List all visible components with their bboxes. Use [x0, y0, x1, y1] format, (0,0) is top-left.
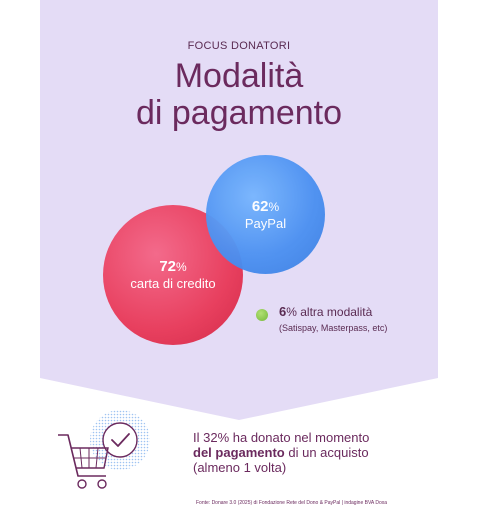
- card-pct-symbol: %: [176, 260, 187, 274]
- title-line-2: di pagamento: [135, 94, 343, 132]
- stat-part-3: di un acquisto: [284, 445, 369, 460]
- paypal-percentage: 62%: [252, 198, 279, 216]
- other-dot: [256, 309, 268, 321]
- paypal-pct-value: 62: [251, 197, 269, 215]
- title-line-1: Modalità: [174, 57, 304, 95]
- cart-check-icon: [58, 410, 150, 489]
- stat-part-4: (almeno 1 volta): [193, 460, 287, 475]
- card-pct-value: 72: [159, 258, 176, 275]
- paypal-pct-symbol: %: [268, 199, 280, 214]
- stat-part-1: Il 32% ha donato nel momento: [193, 430, 370, 445]
- paypal-bubble: 62% PayPal: [206, 155, 325, 274]
- source-note: Fonte: Donare 3.0 (2025) di Fondazione R…: [196, 500, 388, 506]
- card-percentage: 72%: [159, 258, 186, 276]
- paypal-label: PayPal: [244, 215, 287, 231]
- stat-text: Il 32% ha donato nel momento del pagamen…: [193, 430, 433, 475]
- card-label: carta di credito: [130, 276, 216, 291]
- stat-part-2: del pagamento: [193, 445, 285, 460]
- other-main: 6% altra modalità: [279, 304, 387, 320]
- other-method: 6% altra modalità (Satispay, Masterpass,…: [279, 304, 387, 334]
- other-pct-symbol: %: [286, 305, 297, 319]
- other-note: (Satispay, Masterpass, etc): [279, 323, 388, 333]
- other-label: altra modalità: [296, 305, 373, 319]
- eyebrow-label: FOCUS DONATORI: [187, 40, 291, 52]
- other-pct-value: 6: [279, 304, 287, 319]
- page-title: Modalità di pagamento: [0, 58, 478, 132]
